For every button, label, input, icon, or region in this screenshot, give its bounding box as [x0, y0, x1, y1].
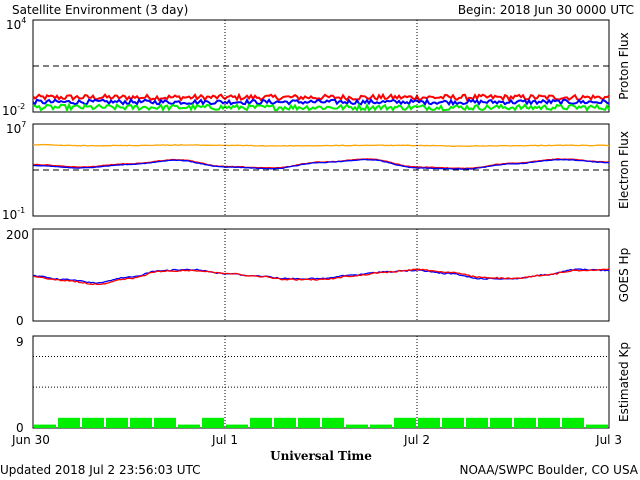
- electron-series-0: [33, 143, 610, 147]
- kp-bar-8: [226, 424, 248, 428]
- xtick-jul2: Jul 2: [403, 433, 430, 447]
- kp-bar-2: [82, 417, 104, 428]
- electron-flux-series: [32, 143, 610, 171]
- kp-bar-12: [322, 417, 344, 428]
- kp-ylabel: Estimated Kp: [617, 342, 631, 422]
- xtick-jul1: Jul 1: [211, 433, 238, 447]
- hp-series-1: [32, 268, 610, 286]
- electron-ytick-bottom: 10-1: [2, 206, 25, 222]
- kp-bars: [33, 335, 609, 428]
- updated-timestamp: Updated 2018 Jul 2 23:56:03 UTC: [0, 463, 200, 477]
- proton-ytick-bottom: 10-2: [2, 102, 25, 118]
- proton-flux-ylabel: Proton Flux: [617, 32, 631, 99]
- x-axis-label: Universal Time: [270, 449, 372, 463]
- kp-bar-21: [538, 417, 560, 428]
- kp-bar-20: [514, 417, 536, 428]
- kp-bar-3: [106, 417, 128, 428]
- hp-ytick-top: 200: [6, 228, 29, 242]
- xtick-jul3: Jul 3: [595, 433, 622, 447]
- kp-bar-23: [586, 424, 608, 428]
- electron-flux-ylabel: Electron Flux: [617, 131, 631, 209]
- kp-ytick-bottom: 0: [16, 421, 24, 435]
- electron-series-2: [32, 158, 610, 170]
- kp-bar-15: [394, 417, 416, 428]
- proton-series-0: [32, 92, 610, 102]
- kp-ytick-top: 9: [16, 335, 24, 349]
- kp-bar-14: [370, 424, 392, 428]
- kp-bar-5: [154, 417, 176, 428]
- kp-bar-9: [250, 417, 272, 428]
- xtick-jun30: Jun 30: [11, 433, 50, 447]
- kp-bar-4: [130, 417, 152, 428]
- proton-ytick-top: 104: [6, 16, 26, 32]
- kp-bar-0: [34, 424, 56, 428]
- proton-series-1: [32, 97, 610, 107]
- kp-bar-22: [562, 417, 584, 428]
- begin-time: Begin: 2018 Jun 30 0000 UTC: [458, 3, 634, 17]
- kp-bar-6: [178, 424, 200, 428]
- kp-bar-1: [58, 417, 80, 428]
- goes-hp-panel-frame: [32, 228, 610, 322]
- proton-series-2: [32, 102, 610, 113]
- hp-series-0: [32, 268, 610, 284]
- electron-panel-frame: [32, 123, 610, 217]
- kp-bar-18: [466, 417, 488, 428]
- kp-bar-10: [274, 417, 296, 428]
- kp-bar-11: [298, 417, 320, 428]
- proton-flux-series: [32, 65, 610, 113]
- kp-bar-7: [202, 417, 224, 428]
- plot-title: Satellite Environment (3 day): [12, 3, 188, 17]
- kp-bar-16: [418, 417, 440, 428]
- kp-panel-frame: [32, 335, 610, 429]
- kp-bar-17: [442, 417, 464, 428]
- hp-ytick-bottom: 0: [16, 314, 24, 328]
- goes-hp-ylabel: GOES Hp: [617, 248, 631, 302]
- credit: NOAA/SWPC Boulder, CO USA: [460, 463, 639, 477]
- goes-hp-series: [32, 268, 610, 286]
- kp-bar-13: [346, 424, 368, 428]
- kp-bar-19: [490, 417, 512, 428]
- day-divider-lines: [224, 20, 418, 428]
- electron-ytick-top: 107: [6, 120, 26, 136]
